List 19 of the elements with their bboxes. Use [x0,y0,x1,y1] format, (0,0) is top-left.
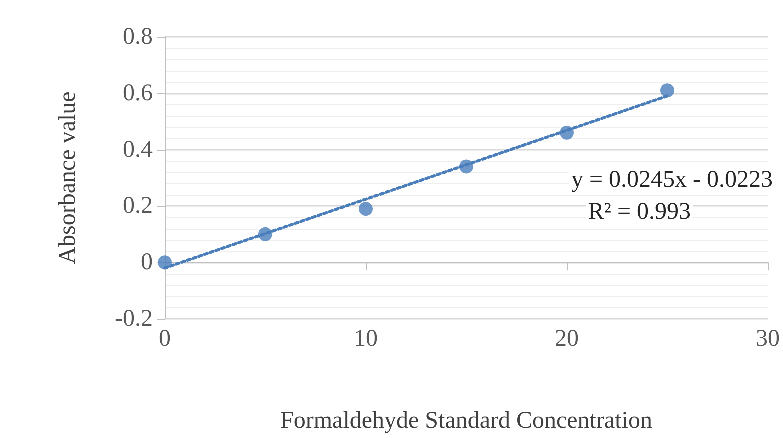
y-tick-label: 0.2 [123,193,153,220]
x-tick-label: 10 [354,326,378,352]
y-tick-label: -0.2 [115,306,153,332]
x-tick-label: 0 [159,326,171,352]
y-axis-title: Absorbance value [55,92,81,264]
x-axis-title: Formaldehyde Standard Concentration [280,408,652,434]
point [560,126,574,140]
annotation: R² = 0.993 [588,199,692,225]
point [460,160,474,174]
y-tick-label: 0 [141,250,153,276]
y-tick-label: 0.8 [123,24,153,50]
x-tick-label: 20 [555,326,579,352]
annotation: y = 0.0245x - 0.0223 [571,167,774,193]
x-tick-label: 30 [756,326,780,352]
point [258,227,272,242]
point [660,84,674,98]
point [359,202,373,216]
y-tick-label: 0.6 [123,80,153,106]
y-tick-label: 0.4 [123,136,153,163]
